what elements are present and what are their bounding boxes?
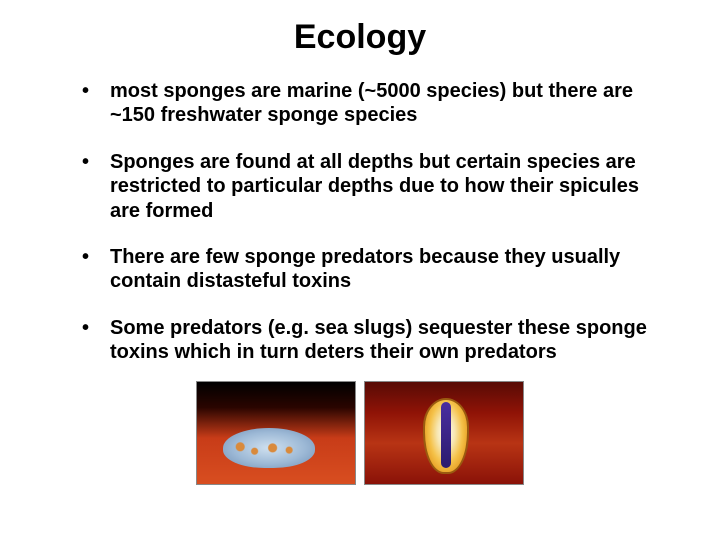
bullet-item: most sponges are marine (~5000 species) … xyxy=(82,79,670,128)
decorative-shape xyxy=(441,402,451,468)
bullet-list: most sponges are marine (~5000 species) … xyxy=(50,79,670,365)
bullet-item: There are few sponge predators because t… xyxy=(82,245,670,294)
image-row xyxy=(50,381,670,485)
image-sea-slug-left xyxy=(196,381,356,485)
bullet-item: Sponges are found at all depths but cert… xyxy=(82,150,670,223)
slide-title: Ecology xyxy=(50,18,670,57)
bullet-item: Some predators (e.g. sea slugs) sequeste… xyxy=(82,316,670,365)
image-sea-slug-right xyxy=(364,381,524,485)
decorative-shape xyxy=(233,438,305,460)
